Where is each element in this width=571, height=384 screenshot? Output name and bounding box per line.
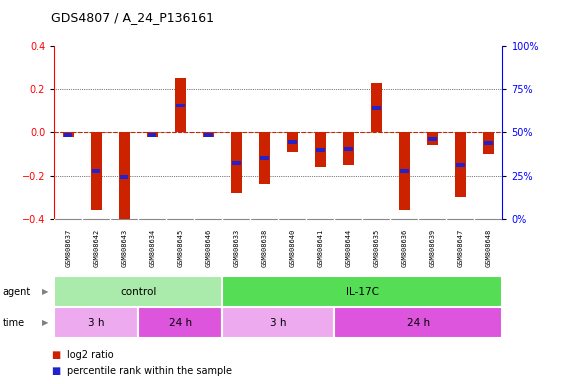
Bar <box>64 133 73 137</box>
Bar <box>119 132 130 221</box>
Bar <box>344 147 353 151</box>
Bar <box>287 132 298 152</box>
Text: GSM808644: GSM808644 <box>345 228 351 267</box>
Text: GSM808642: GSM808642 <box>93 228 99 267</box>
Bar <box>343 132 354 165</box>
Bar <box>120 175 128 179</box>
Text: GSM808647: GSM808647 <box>457 228 464 267</box>
Bar <box>148 133 156 137</box>
Text: 3 h: 3 h <box>88 318 104 328</box>
Bar <box>259 132 270 184</box>
Bar <box>456 163 465 167</box>
Bar <box>483 132 494 154</box>
Text: agent: agent <box>3 287 31 297</box>
Bar <box>399 132 410 210</box>
Text: 24 h: 24 h <box>169 318 192 328</box>
Bar <box>54 307 138 338</box>
Bar <box>315 132 326 167</box>
Bar <box>176 104 184 108</box>
Bar <box>222 307 335 338</box>
Bar <box>484 141 493 145</box>
Bar <box>147 132 158 137</box>
Bar <box>428 137 437 141</box>
Bar <box>54 276 222 307</box>
Bar <box>91 132 102 210</box>
Text: ■: ■ <box>51 350 61 360</box>
Bar <box>427 132 438 146</box>
Text: GSM808646: GSM808646 <box>206 228 211 267</box>
Text: control: control <box>120 287 156 297</box>
Bar <box>260 156 268 161</box>
Bar <box>222 276 502 307</box>
Text: log2 ratio: log2 ratio <box>67 350 114 360</box>
Bar <box>372 106 381 109</box>
Text: GSM808643: GSM808643 <box>121 228 127 267</box>
Text: GSM808636: GSM808636 <box>401 228 408 267</box>
Bar <box>231 132 242 193</box>
Bar <box>63 132 74 137</box>
Bar <box>92 169 100 173</box>
Bar <box>335 307 502 338</box>
Text: 24 h: 24 h <box>407 318 430 328</box>
Bar <box>138 307 222 338</box>
Bar <box>400 169 409 173</box>
Text: ▶: ▶ <box>42 318 49 327</box>
Text: GSM808635: GSM808635 <box>373 228 379 267</box>
Text: 3 h: 3 h <box>270 318 287 328</box>
Text: percentile rank within the sample: percentile rank within the sample <box>67 366 232 376</box>
Text: ▶: ▶ <box>42 287 49 296</box>
Text: GDS4807 / A_24_P136161: GDS4807 / A_24_P136161 <box>51 12 214 25</box>
Bar <box>232 161 240 165</box>
Bar <box>316 148 324 152</box>
Bar <box>455 132 466 197</box>
Text: GSM808637: GSM808637 <box>65 228 71 267</box>
Text: ■: ■ <box>51 366 61 376</box>
Text: GSM808645: GSM808645 <box>178 228 183 267</box>
Text: GSM808648: GSM808648 <box>485 228 492 267</box>
Text: IL-17C: IL-17C <box>346 287 379 297</box>
Bar <box>204 133 212 137</box>
Text: time: time <box>3 318 25 328</box>
Bar <box>371 83 382 132</box>
Text: GSM808634: GSM808634 <box>149 228 155 267</box>
Bar <box>203 132 214 137</box>
Text: GSM808640: GSM808640 <box>289 228 295 267</box>
Text: GSM808633: GSM808633 <box>234 228 239 267</box>
Bar <box>175 78 186 132</box>
Text: GSM808641: GSM808641 <box>317 228 323 267</box>
Bar <box>288 140 296 144</box>
Text: GSM808638: GSM808638 <box>262 228 267 267</box>
Text: GSM808639: GSM808639 <box>429 228 436 267</box>
